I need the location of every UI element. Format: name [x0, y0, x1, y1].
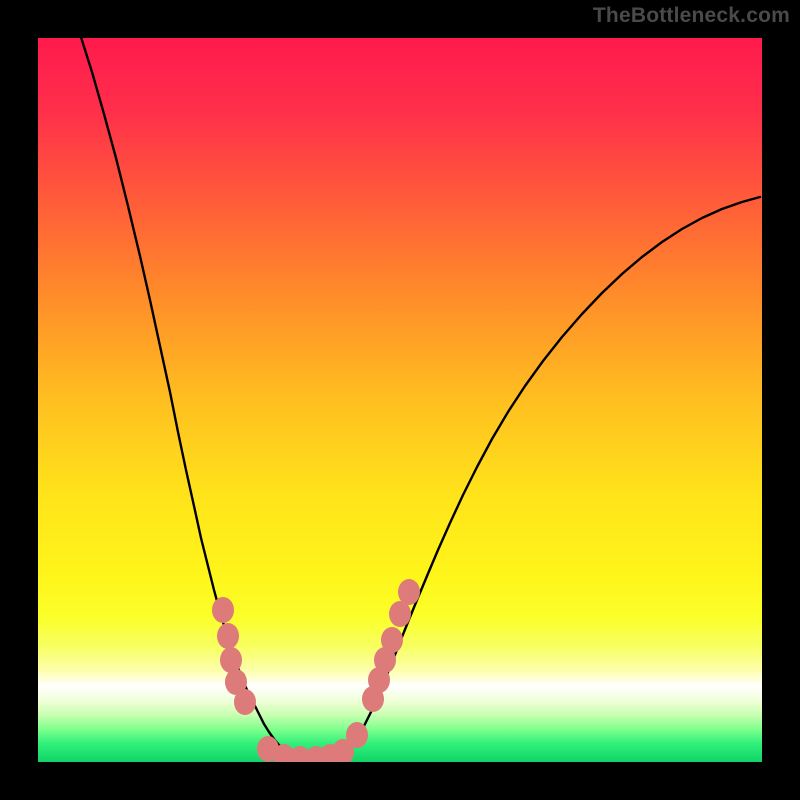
curve-marker [398, 579, 420, 605]
curve-marker [212, 597, 234, 623]
watermark-text: TheBottleneck.com [593, 4, 790, 28]
curve-marker [234, 689, 256, 715]
curve-marker [381, 627, 403, 653]
curve-marker [220, 647, 242, 673]
chart-stage: TheBottleneck.com [0, 0, 800, 800]
curve-marker [346, 722, 368, 748]
curve-marker [217, 623, 239, 649]
chart-svg [0, 0, 800, 800]
plot-area [38, 38, 762, 762]
